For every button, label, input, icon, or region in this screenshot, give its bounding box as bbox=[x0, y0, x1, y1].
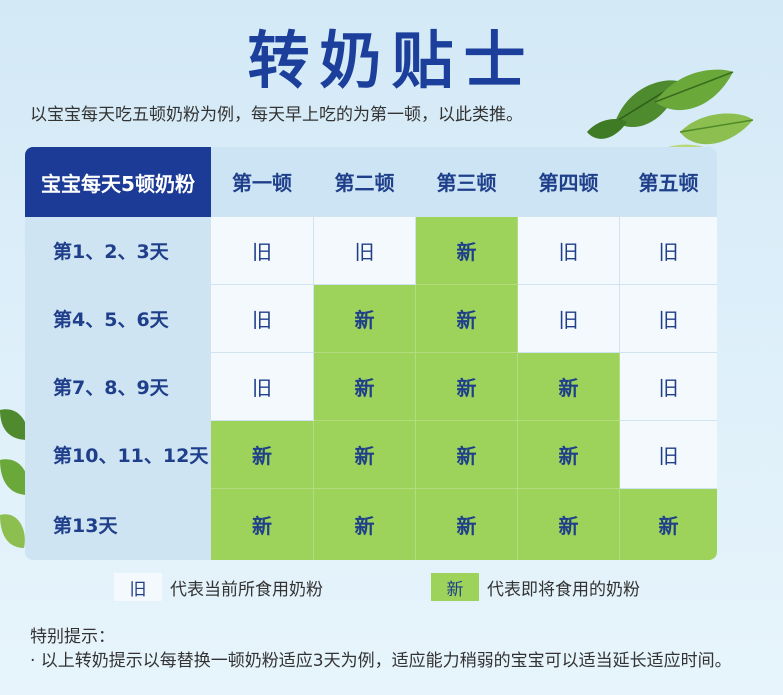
column-header: 第一顿 bbox=[211, 147, 314, 217]
row-header: 第4、5、6天 bbox=[25, 285, 211, 353]
intro-text: 以宝宝每天吃五顿奶粉为例，每天早上吃的为第一顿，以此类推。 bbox=[30, 105, 523, 125]
table-cell: 旧 bbox=[518, 285, 620, 353]
table-cell: 新 bbox=[416, 217, 518, 285]
legend-new-swatch: 新 bbox=[431, 573, 479, 601]
table-cell: 新 bbox=[620, 489, 717, 560]
table-cell: 新 bbox=[518, 421, 620, 489]
table-cell: 新 bbox=[314, 489, 416, 560]
table-cell: 旧 bbox=[620, 285, 717, 353]
table-cell: 旧 bbox=[620, 353, 717, 421]
legend-new: 新 代表即将食用的奶粉 bbox=[431, 573, 640, 601]
tips-title: 特别提示： bbox=[30, 627, 115, 647]
column-header: 第二顿 bbox=[314, 147, 416, 217]
table-cell: 新 bbox=[416, 285, 518, 353]
table-cell: 旧 bbox=[211, 353, 314, 421]
table-cell: 旧 bbox=[620, 217, 717, 285]
column-header: 第五顿 bbox=[620, 147, 717, 217]
table-cell: 新 bbox=[416, 353, 518, 421]
legend-new-text: 代表即将食用的奶粉 bbox=[487, 579, 640, 600]
table-corner-header: 宝宝每天5顿奶粉 bbox=[25, 147, 211, 217]
row-header: 第1、2、3天 bbox=[25, 217, 211, 285]
row-header: 第7、8、9天 bbox=[25, 353, 211, 421]
table-cell: 新 bbox=[314, 421, 416, 489]
table-cell: 旧 bbox=[620, 421, 717, 489]
table-cell: 旧 bbox=[211, 217, 314, 285]
leaf-decoration-icon bbox=[0, 409, 29, 548]
row-header: 第13天 bbox=[25, 489, 211, 560]
legend-old: 旧 代表当前所食用奶粉 bbox=[114, 573, 323, 601]
table-cell: 新 bbox=[211, 489, 314, 560]
table-cell: 新 bbox=[211, 421, 314, 489]
table-cell: 新 bbox=[416, 421, 518, 489]
legend-old-swatch: 旧 bbox=[114, 573, 162, 601]
table-cell: 新 bbox=[314, 285, 416, 353]
tips-body: · 以上转奶提示以每替换一顿奶粉适应3天为例，适应能力稍弱的宝宝可以适当延长适应… bbox=[30, 651, 732, 671]
column-header: 第三顿 bbox=[416, 147, 518, 217]
table-cell: 新 bbox=[416, 489, 518, 560]
formula-switch-table: 宝宝每天5顿奶粉 第一顿 第二顿 第三顿 第四顿 第五顿 第1、2、3天 旧 旧… bbox=[25, 147, 717, 560]
page-title: 转奶贴士 bbox=[247, 24, 536, 97]
table-cell: 新 bbox=[518, 489, 620, 560]
table-cell: 旧 bbox=[518, 217, 620, 285]
table-cell: 旧 bbox=[314, 217, 416, 285]
table-cell: 旧 bbox=[211, 285, 314, 353]
column-header: 第四顿 bbox=[518, 147, 620, 217]
legend-old-text: 代表当前所食用奶粉 bbox=[170, 579, 323, 600]
table-cell: 新 bbox=[518, 353, 620, 421]
table-cell: 新 bbox=[314, 353, 416, 421]
row-header: 第10、11、12天 bbox=[25, 421, 211, 489]
